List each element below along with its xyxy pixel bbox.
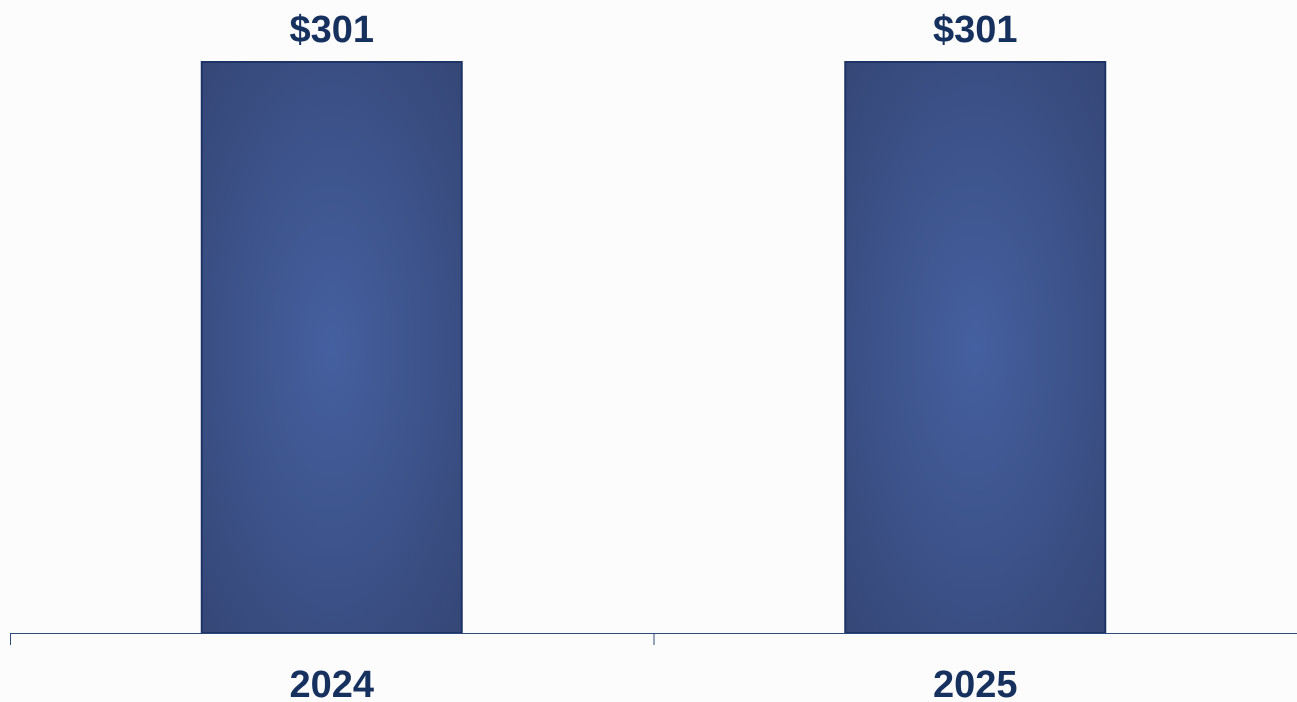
- category-label-2024: 2024: [289, 664, 374, 702]
- x-axis: [10, 633, 1297, 645]
- category-label-2025: 2025: [933, 664, 1018, 702]
- bar-2024: [200, 61, 463, 634]
- value-label-2025: $301: [933, 9, 1018, 51]
- labels-group: $301 2024 $301 2025: [289, 9, 1017, 702]
- bars-group: [200, 61, 1107, 634]
- value-label-2024: $301: [289, 9, 374, 51]
- bar-2025: [844, 61, 1107, 634]
